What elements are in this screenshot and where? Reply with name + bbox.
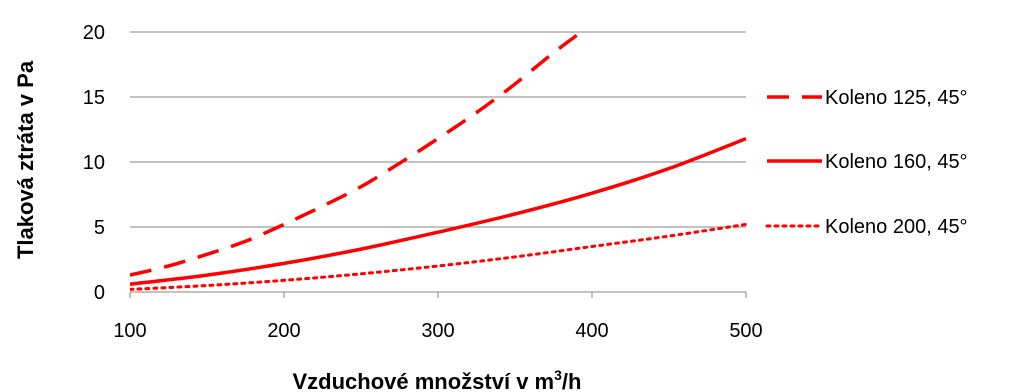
x-tick-label: 200 xyxy=(267,320,300,342)
y-tick-label: 20 xyxy=(83,22,105,44)
x-tick-labels: 100 200 300 400 500 xyxy=(113,292,763,342)
x-axis-title: Vzduchové množství v m3/h xyxy=(293,367,582,392)
y-tick-label: 10 xyxy=(83,152,105,174)
legend: Koleno 125, 45° Koleno 160, 45° Koleno 200… xyxy=(765,87,968,238)
x-tick-label: 400 xyxy=(575,320,608,342)
y-tick-label: 5 xyxy=(94,217,105,239)
series-line-1 xyxy=(130,30,588,277)
x-tick-label: 500 xyxy=(729,320,762,342)
y-tick-label: 15 xyxy=(83,87,105,109)
legend-label: Koleno 125, 45° xyxy=(825,87,968,109)
x-axis-title-superscript: 3 xyxy=(554,367,562,383)
x-tick-label: 100 xyxy=(113,320,146,342)
legend-label: Koleno 200, 45° xyxy=(825,216,968,238)
y-axis-title: Tlaková ztráta v Pa xyxy=(13,60,38,259)
y-tick-label: 0 xyxy=(94,282,105,304)
series-line-3 xyxy=(130,222,748,291)
gridlines xyxy=(130,31,746,228)
series-lines xyxy=(130,30,748,291)
series-line-2 xyxy=(130,136,747,286)
legend-label: Koleno 160, 45° xyxy=(825,151,968,173)
y-tick-labels: 0 5 10 15 20 xyxy=(83,22,105,304)
x-tick-label: 300 xyxy=(421,320,454,342)
